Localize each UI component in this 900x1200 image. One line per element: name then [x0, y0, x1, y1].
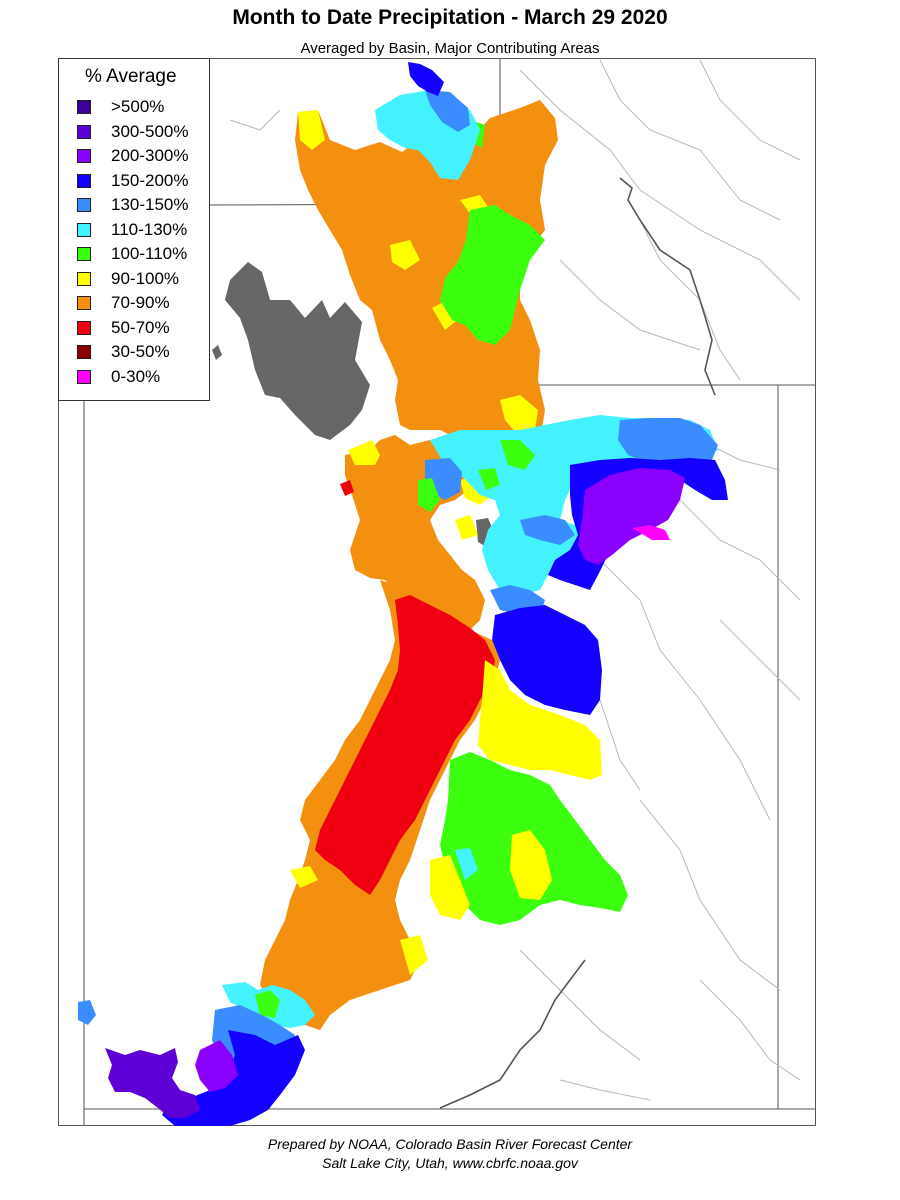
legend-item-200-300: 200-300% [77, 146, 189, 166]
footer-line-1: Prepared by NOAA, Colorado Basin River F… [267, 1136, 633, 1152]
legend-label: 50-70% [111, 317, 170, 337]
legend-swatch [77, 369, 91, 384]
legend-swatch [77, 198, 91, 212]
central-regions [345, 395, 728, 715]
legend-item-100-110: 100-110% [77, 244, 187, 264]
legend-swatch [77, 100, 91, 114]
legend-label: 110-130% [111, 219, 188, 239]
legend-swatch [77, 320, 91, 335]
basin-regions [295, 62, 558, 450]
legend-swatch [77, 247, 91, 261]
map-frame [58, 58, 816, 1126]
legend-item-0-30: 0-30% [77, 367, 160, 387]
legend-label: 0-30% [111, 366, 161, 386]
legend-item-30-50: 30-50% [77, 342, 170, 362]
legend-swatch [77, 271, 91, 286]
legend-item-90-100: 90-100% [77, 269, 179, 289]
legend-label: 70-90% [111, 293, 170, 312]
legend: % Average >500% 300-500% 200-300% 150-20… [58, 58, 210, 401]
legend-item-300-500: 300-500% [77, 122, 189, 142]
legend-swatch [77, 149, 91, 163]
legend-swatch [77, 124, 91, 139]
map-title: Month to Date Precipitation - March 29 2… [232, 6, 668, 29]
legend-item-150-200: 150-200% [77, 171, 189, 191]
legend-swatch [77, 296, 91, 310]
legend-item-50-70: 50-70% [77, 318, 170, 338]
footer-line-2: Salt Lake City, Utah, www.cbrfc.noaa.gov [322, 1155, 578, 1171]
legend-swatch [77, 222, 91, 237]
legend-swatch [77, 173, 91, 188]
legend-label: 100-110% [111, 244, 188, 263]
river-network [229, 59, 801, 1101]
main-river [439, 177, 716, 1109]
legend-label: 300-500% [111, 121, 189, 141]
virgin-regions [78, 480, 354, 1126]
legend-item-110-130: 110-130% [77, 220, 187, 240]
legend-label: 150-200% [111, 170, 189, 190]
legend-label: 200-300% [111, 146, 189, 165]
legend-label: 130-150% [111, 195, 189, 214]
legend-label: 30-50% [111, 342, 170, 361]
legend-item-70-90: 70-90% [77, 293, 170, 313]
legend-item-130-150: 130-150% [77, 195, 189, 215]
map-subtitle: Averaged by Basin, Major Contributing Ar… [300, 40, 600, 57]
legend-swatch [77, 345, 91, 359]
legend-title: % Average [85, 66, 177, 87]
legend-label: >500% [111, 97, 165, 116]
legend-label: 90-100% [111, 268, 180, 288]
southern-regions [260, 580, 628, 1030]
legend-item-500plus: >500% [77, 97, 164, 117]
